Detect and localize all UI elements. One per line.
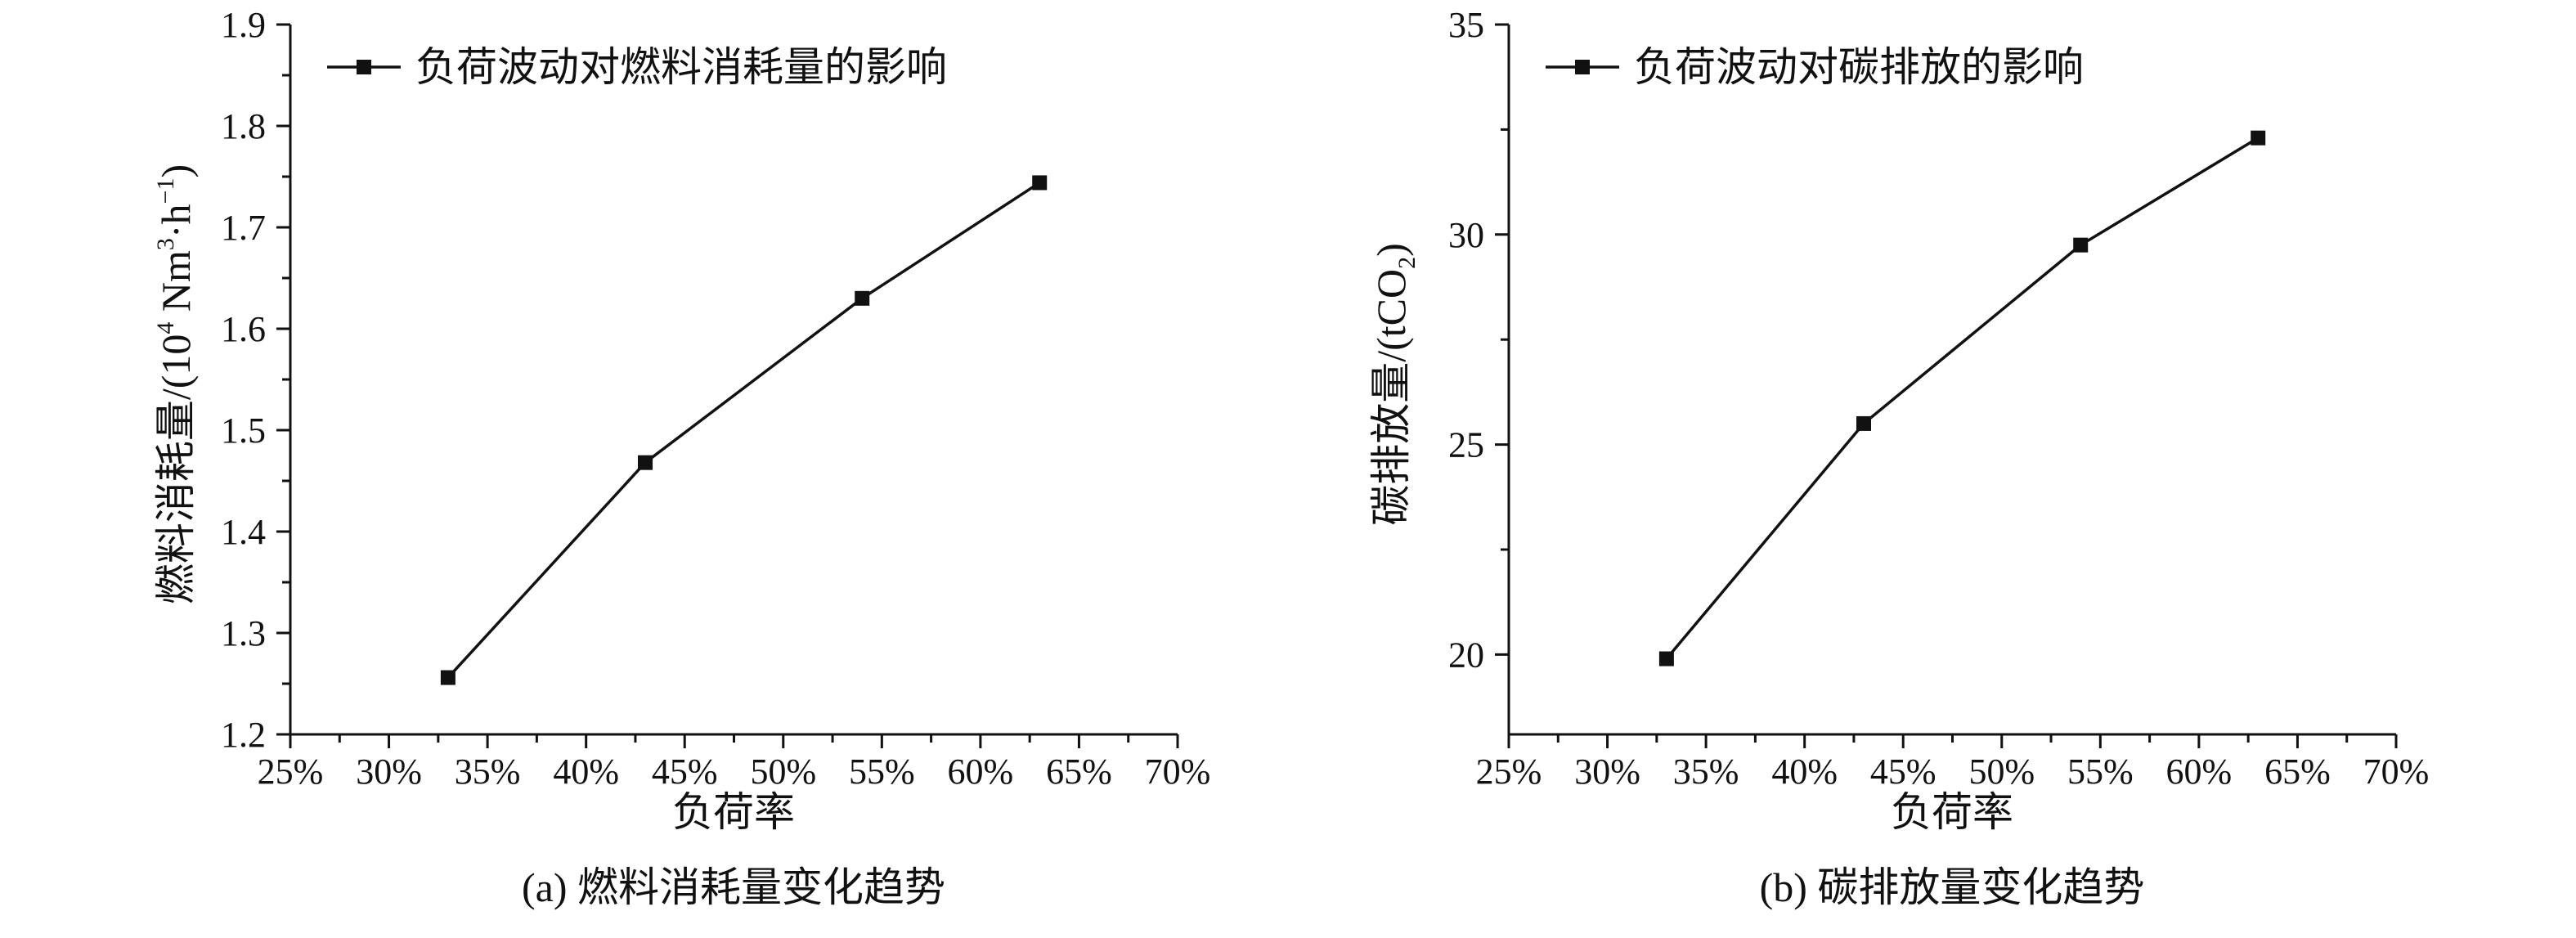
x-tick-label: 50% bbox=[750, 752, 816, 792]
x-tick-label: 45% bbox=[1870, 752, 1936, 792]
y-axis-label-sub: 2 bbox=[1393, 257, 1420, 269]
x-tick-label: 65% bbox=[2264, 752, 2331, 792]
data-point-marker bbox=[1856, 415, 1871, 431]
y-tick-label: 25 bbox=[1448, 425, 1484, 465]
y-axis-label-sup: 4 bbox=[152, 322, 179, 334]
data-point-marker bbox=[2073, 237, 2089, 253]
y-axis-label-part: 碳排放量/(tCO bbox=[1368, 269, 1414, 526]
x-tick-label: 45% bbox=[652, 752, 718, 792]
x-tick-label: 65% bbox=[1046, 752, 1112, 792]
x-tick-label: 35% bbox=[1673, 752, 1739, 792]
legend-marker bbox=[357, 60, 371, 74]
y-axis-label-part: 燃料消耗量/(10 bbox=[153, 334, 199, 605]
x-tick-label: 40% bbox=[1771, 752, 1838, 792]
legend-label: 负荷波动对碳排放的影响 bbox=[1634, 44, 2084, 90]
x-tick-label: 30% bbox=[356, 752, 422, 792]
data-point-marker bbox=[2251, 130, 2266, 146]
x-tick-label: 40% bbox=[553, 752, 619, 792]
series-line bbox=[1665, 137, 2260, 660]
x-tick-label: 60% bbox=[2166, 752, 2233, 792]
y-tick-label: 20 bbox=[1448, 635, 1484, 675]
data-point-marker bbox=[1658, 651, 1674, 666]
y-tick-label: 35 bbox=[1448, 5, 1484, 45]
y-axis-label-part: ) bbox=[153, 164, 199, 178]
y-axis-label-part: ·h bbox=[153, 204, 199, 238]
y-tick-label: 1.3 bbox=[221, 613, 266, 653]
x-tick-label: 55% bbox=[849, 752, 915, 792]
x-tick-label: 70% bbox=[2363, 752, 2430, 792]
y-axis-label-sup: −1 bbox=[152, 178, 179, 204]
data-point-marker bbox=[1032, 175, 1048, 191]
chart-panel-a: 25% 30% 35% 40% 45% 50% 55% 60% 65% 70% 1.2 1.3 1.4 1… bbox=[152, 5, 1210, 910]
x-axis-label: 负荷率 bbox=[672, 789, 795, 835]
chart-panel-b: 25% 30% 35% 40% 45% 50% 55% 60% 65% 70% 20 25 30 35 负荷… bbox=[1368, 5, 2429, 910]
data-point-marker bbox=[440, 670, 456, 685]
x-tick-label: 70% bbox=[1145, 752, 1211, 792]
x-tick-label: 50% bbox=[1968, 752, 2035, 792]
x-axis-label: 负荷率 bbox=[1891, 789, 2013, 835]
figure-caption: (a) 燃料消耗量变化趋势 bbox=[522, 864, 945, 910]
y-tick-label: 1.7 bbox=[221, 208, 266, 248]
y-axis-label-part: Nm bbox=[153, 250, 199, 322]
y-tick-label: 1.2 bbox=[221, 715, 266, 755]
y-tick-label: 30 bbox=[1448, 215, 1484, 255]
x-tick-label: 25% bbox=[258, 752, 324, 792]
y-tick-label: 1.4 bbox=[221, 512, 266, 552]
legend-marker bbox=[1575, 60, 1590, 74]
x-tick-label: 25% bbox=[1476, 752, 1542, 792]
x-tick-label: 60% bbox=[948, 752, 1014, 792]
figure-caption: (b) 碳排放量变化趋势 bbox=[1760, 864, 2145, 910]
y-tick-label: 1.6 bbox=[221, 309, 266, 349]
data-point-marker bbox=[855, 290, 870, 306]
data-point-marker bbox=[638, 455, 653, 470]
y-tick-label: 1.8 bbox=[221, 106, 266, 146]
y-axis-label: 碳排放量/(tCO2) bbox=[1368, 243, 1420, 526]
series-line bbox=[447, 181, 1041, 679]
x-tick-label: 55% bbox=[2067, 752, 2134, 792]
y-tick-label: 1.9 bbox=[221, 5, 266, 45]
x-tick-label: 30% bbox=[1574, 752, 1640, 792]
y-axis-label-part: ) bbox=[1368, 243, 1414, 257]
y-tick-label: 1.5 bbox=[221, 411, 266, 451]
y-axis-label: 燃料消耗量/(104 Nm3·h−1) bbox=[152, 164, 199, 604]
x-tick-label: 35% bbox=[455, 752, 521, 792]
y-axis-label-sup: 3 bbox=[152, 238, 179, 250]
legend-label: 负荷波动对燃料消耗量的影响 bbox=[415, 44, 947, 90]
